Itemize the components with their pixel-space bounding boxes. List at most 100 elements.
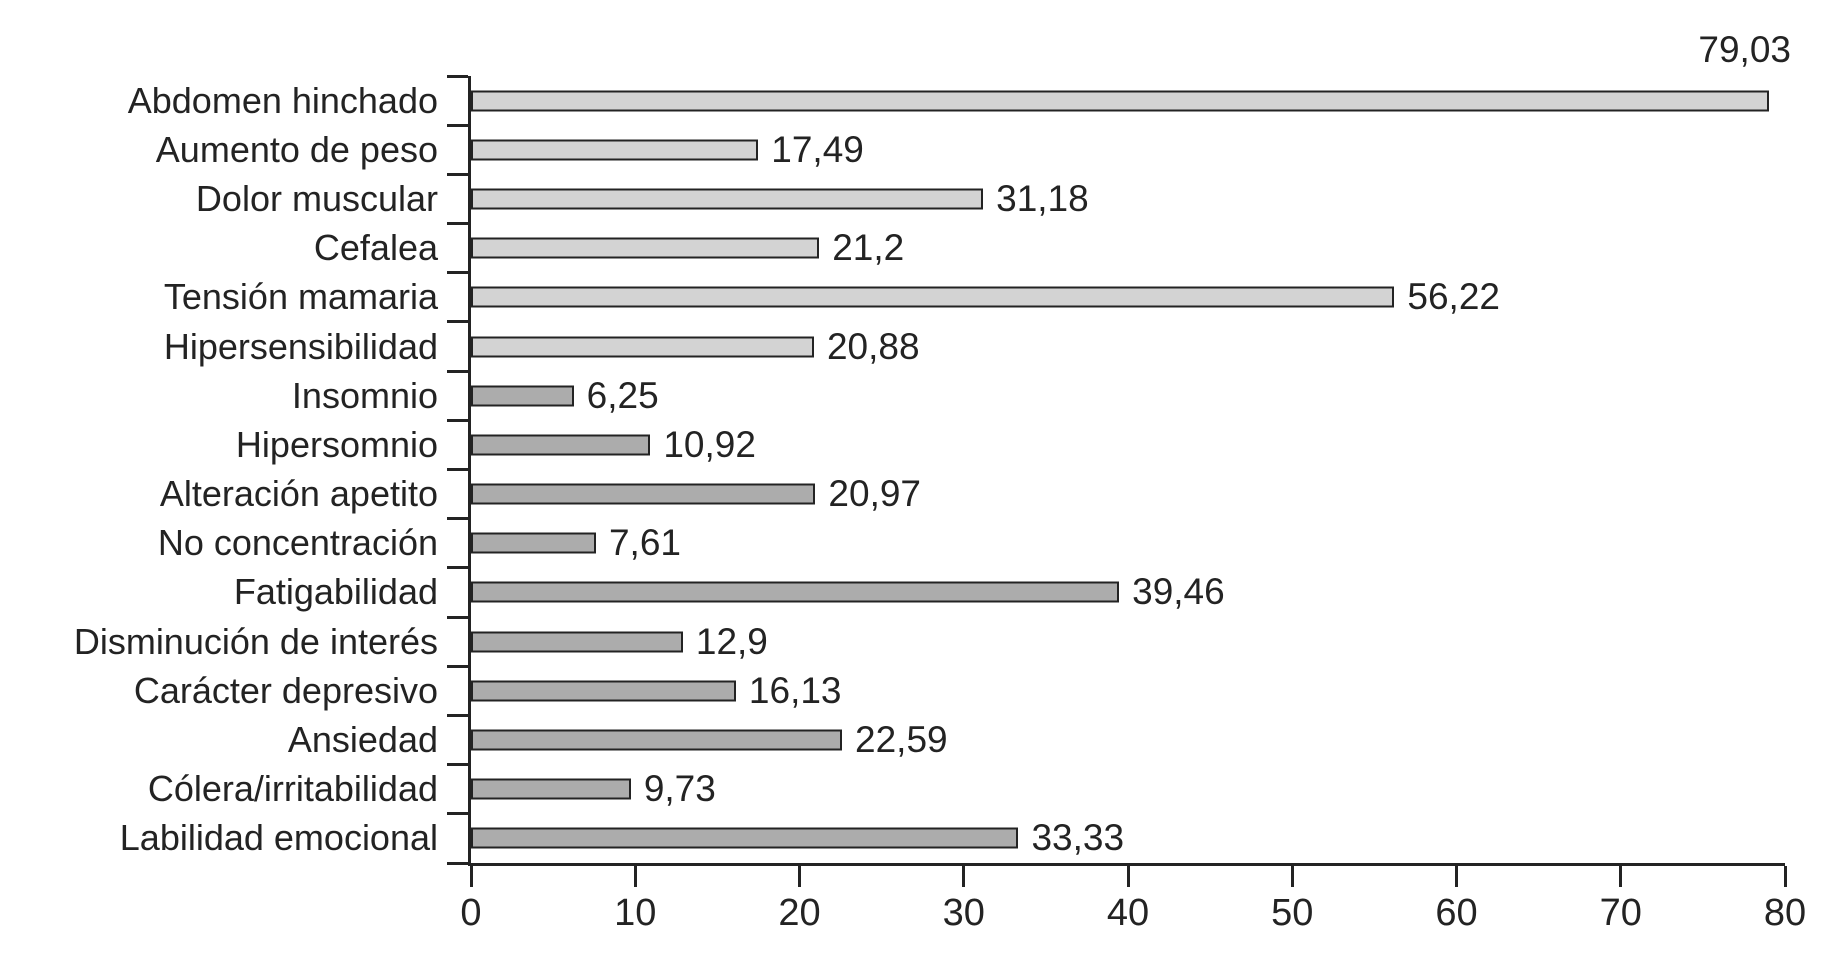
x-axis-tick-label: 50 (1271, 892, 1314, 934)
x-axis-tick: 20 (778, 866, 821, 934)
bar-row: 16,13 (471, 666, 1785, 715)
plot-area: 79,03 17,49 31,18 21,2 56,22 20,88 6,25 10,92 20… (447, 29, 1806, 934)
bar-row: 17,49 (471, 125, 1785, 174)
bar (471, 336, 814, 358)
x-axis-tick: 50 (1271, 866, 1313, 934)
category-label: Disminución de interés (73, 620, 438, 662)
bar-row: 22,59 (471, 715, 1785, 764)
category-label: Labilidad emocional (119, 817, 438, 859)
value-label: 79,03 (1698, 29, 1791, 71)
bar (471, 483, 816, 505)
bar (471, 532, 596, 554)
y-axis-tick (447, 320, 468, 324)
bar-row: 12,9 (471, 617, 1785, 666)
bar-row: 10,92 (471, 420, 1785, 469)
bar (471, 237, 820, 259)
bar (471, 581, 1120, 603)
value-label: 7,61 (608, 522, 681, 564)
value-label: 6,25 (586, 374, 659, 416)
x-axis-tick: 70 (1600, 866, 1642, 934)
y-axis-tick (447, 566, 468, 570)
value-label: 16,13 (748, 669, 842, 711)
bar (471, 778, 631, 800)
category-label: Hipersensibilidad (163, 325, 438, 367)
bar (471, 188, 984, 210)
bar (471, 631, 683, 653)
category-label: No concentración (157, 522, 438, 564)
value-label: 39,46 (1132, 571, 1225, 613)
y-axis-tick (447, 517, 468, 521)
x-axis-tick: 10 (614, 866, 656, 934)
bar-row: 79,03 (471, 29, 1791, 125)
y-axis-tick (447, 468, 468, 471)
x-axis-tick-label: 60 (1435, 892, 1478, 934)
bar (471, 385, 574, 407)
bar-row: 7,61 (471, 519, 1785, 568)
category-label: Tensión mamaria (163, 276, 438, 318)
category-label: Dolor muscular (195, 177, 438, 219)
bar (471, 434, 651, 456)
x-axis-tick-label: 30 (942, 892, 985, 934)
category-label: Aumento de peso (155, 128, 438, 170)
bar-row: 9,73 (471, 765, 1785, 814)
y-axis-tick (447, 123, 468, 127)
category-axis: Abdomen hinchado Aumento de peso Dolor mus… (0, 76, 438, 863)
y-axis-tick (447, 812, 468, 816)
y-axis-tick (447, 713, 468, 717)
category-label: Carácter depresivo (133, 669, 438, 711)
category-label: Cólera/irritabilidad (147, 768, 438, 810)
category-label: Hipersomnio (235, 423, 438, 465)
bar (471, 680, 736, 702)
y-axis-tick (447, 74, 468, 78)
bar (471, 90, 1770, 112)
value-label: 10,92 (663, 423, 756, 465)
y-axis-tick (447, 418, 468, 422)
x-axis-tick-label: 70 (1599, 892, 1642, 934)
bar-row: 31,18 (471, 174, 1785, 223)
bar-row: 39,46 (471, 568, 1785, 617)
value-label: 17,49 (771, 128, 864, 170)
y-axis-tick (447, 172, 468, 176)
bar-row: 21,2 (471, 224, 1785, 273)
x-axis-tick: 40 (1107, 866, 1149, 934)
x-axis-tick: 30 (943, 866, 985, 934)
bar-row: 20,97 (471, 470, 1785, 519)
x-axis-tick-label: 40 (1106, 892, 1150, 934)
value-label: 20,97 (828, 473, 922, 515)
x-axis-tick: 60 (1435, 866, 1478, 934)
x-axis-tick-label: 20 (778, 892, 821, 934)
category-label: Cefalea (313, 227, 438, 269)
y-axis-tick (447, 615, 468, 619)
bar (471, 729, 843, 751)
category-label: Abdomen hinchado (127, 79, 438, 121)
y-axis-tick (447, 369, 468, 373)
x-axis-tick-label: 0 (460, 892, 482, 934)
y-axis-tick (447, 271, 468, 275)
value-label: 21,2 (832, 227, 905, 269)
bar-row: 56,22 (471, 273, 1785, 322)
value-label: 33,33 (1031, 817, 1125, 859)
category-label: Fatigabilidad (233, 571, 438, 613)
bar (471, 139, 759, 161)
y-axis-tick (447, 763, 468, 767)
y-axis-tick (447, 664, 468, 668)
bar (471, 286, 1395, 308)
category-label: Alteración apetito (159, 473, 438, 515)
y-axis-tick (447, 861, 468, 865)
x-axis-tick-label: 80 (1763, 892, 1807, 934)
x-axis-tick: 80 (1764, 866, 1806, 934)
value-label: 12,9 (695, 620, 768, 662)
bar-row: 20,88 (471, 322, 1785, 371)
value-label: 20,88 (826, 325, 920, 367)
x-axis-tick-label: 10 (614, 892, 657, 934)
value-label: 31,18 (996, 177, 1089, 219)
category-label: Ansiedad (287, 719, 438, 761)
value-label: 56,22 (1407, 276, 1500, 318)
x-axis-tick: 0 (460, 866, 482, 934)
bar-row: 33,33 (471, 814, 1785, 863)
category-label: Insomnio (291, 374, 438, 416)
bar (471, 827, 1019, 849)
value-label: 22,59 (855, 719, 948, 761)
value-label: 9,73 (643, 768, 716, 810)
